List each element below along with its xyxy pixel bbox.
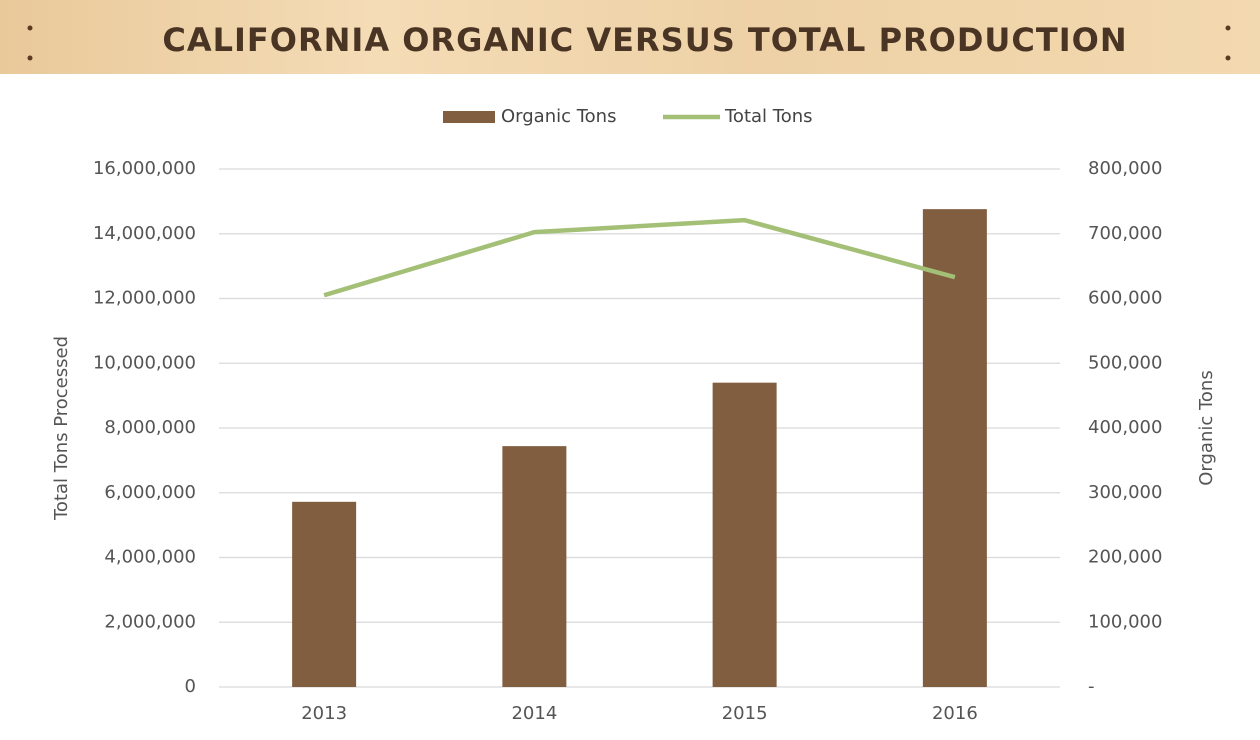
bar bbox=[712, 382, 777, 687]
y-tick-label: 4,000,000 bbox=[104, 547, 196, 568]
title-banner bbox=[0, 0, 1260, 74]
line bbox=[323, 217, 956, 298]
y2-axis-label: Organic Tons bbox=[1196, 370, 1217, 485]
nail bbox=[27, 25, 33, 31]
nail bbox=[1225, 25, 1231, 31]
y2-tick-label: 600,000 bbox=[1088, 288, 1162, 309]
legend-label: Organic Tons bbox=[501, 106, 616, 127]
y-tick-label: 10,000,000 bbox=[93, 352, 196, 373]
y-tick-label: 14,000,000 bbox=[93, 223, 196, 244]
y-tick-label: 12,000,000 bbox=[93, 288, 196, 309]
legend-label: Total Tons bbox=[724, 106, 813, 127]
x-tick-label: 2015 bbox=[722, 703, 768, 724]
y-tick-label: 16,000,000 bbox=[93, 158, 196, 179]
nail bbox=[1225, 55, 1231, 61]
y-tick-label: 6,000,000 bbox=[104, 482, 196, 503]
nail bbox=[27, 55, 33, 61]
y2-tick-label: 800,000 bbox=[1088, 158, 1162, 179]
y-tick-label: 2,000,000 bbox=[104, 611, 196, 632]
x-tick-label: 2016 bbox=[932, 703, 978, 724]
y-tick-label: 8,000,000 bbox=[104, 417, 196, 438]
y-tick-label: 0 bbox=[185, 676, 196, 697]
y2-tick-label: 300,000 bbox=[1088, 482, 1162, 503]
bar bbox=[292, 501, 357, 687]
y2-tick-label: 100,000 bbox=[1088, 611, 1162, 632]
x-tick-label: 2014 bbox=[511, 703, 557, 724]
y-axis-label: Total Tons Processed bbox=[51, 336, 72, 521]
y2-tick-label: 400,000 bbox=[1088, 417, 1162, 438]
bar bbox=[502, 446, 567, 687]
legend-swatch bbox=[443, 111, 495, 123]
y2-tick-label: 500,000 bbox=[1088, 352, 1162, 373]
y2-tick-label: 200,000 bbox=[1088, 547, 1162, 568]
x-tick-label: 2013 bbox=[301, 703, 347, 724]
chart-title: CALIFORNIA ORGANIC VERSUS TOTAL PRODUCTI… bbox=[162, 21, 1127, 59]
y2-tick-label: 700,000 bbox=[1088, 223, 1162, 244]
bar bbox=[922, 209, 987, 687]
y2-tick-label: - bbox=[1088, 676, 1095, 697]
